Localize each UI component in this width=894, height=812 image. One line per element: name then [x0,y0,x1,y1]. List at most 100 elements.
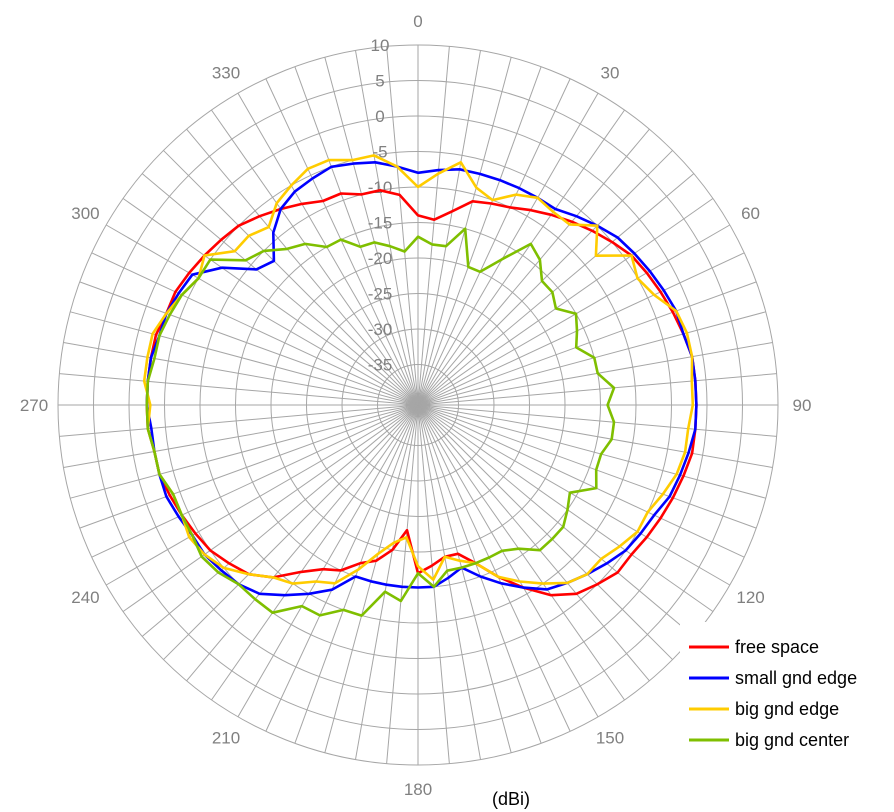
grid-spoke [417,404,650,682]
grid-spoke [417,404,757,529]
radial-tick-label: -20 [368,249,393,268]
series-line [145,227,616,617]
angle-tick-label: 270 [20,396,48,415]
grid-spoke [141,173,419,406]
grid-spoke [417,373,777,406]
grid-spoke [105,224,419,406]
grid-spoke [417,404,571,732]
grid-spoke [186,128,419,406]
legend-box [680,622,892,752]
polar-grid [57,44,779,766]
series-line [145,161,698,597]
grid-spoke [417,404,512,753]
grid-spoke [63,341,419,406]
grid-spoke [417,311,766,406]
grid-spoke [105,404,419,586]
angle-tick-label: 120 [736,588,764,607]
grid-spoke [294,404,419,744]
grid-spoke [417,198,714,406]
radial-tick-label: -10 [368,178,393,197]
grid-spoke [417,66,542,406]
grid-spoke [417,404,766,499]
grid-spoke [417,281,757,406]
grid-spoke [265,404,419,732]
angle-tick-label: 90 [793,396,812,415]
grid-spoke [386,46,419,406]
angle-tick-label: 60 [741,204,760,223]
grid-spoke [163,150,419,406]
grid-spoke [417,404,482,760]
grid-spoke [417,404,450,764]
legend-label: big gnd center [735,730,849,750]
grid-spoke [211,404,419,701]
angle-labels: 0 30 60 90 120 150 180 210 240 270 300 330 [20,12,812,799]
angle-tick-label: 240 [71,588,99,607]
angle-tick-label: 30 [601,63,620,82]
grid-spoke [91,252,419,406]
grid-spoke [417,252,745,406]
series-lines [142,154,698,617]
radial-tick-label: -25 [368,285,393,304]
grid-spoke [417,404,777,437]
grid-spoke [324,404,419,753]
grid-spoke [237,404,419,718]
grid-spoke [211,109,419,406]
grid-spoke [186,404,419,682]
grid-spoke [79,281,419,406]
grid-spoke [354,404,419,760]
legend-label: free space [735,637,819,657]
grid-spoke [70,311,419,406]
grid-spoke [417,404,625,701]
grid-spoke [417,341,773,406]
grid-spoke [417,173,695,406]
radial-tick-label: -30 [368,320,393,339]
radial-tick-label: -35 [368,356,393,375]
grid-spoke [417,150,673,406]
legend-label: big gnd edge [735,699,839,719]
grid-spoke [417,109,625,406]
grid-spoke [70,404,419,499]
grid-spoke [265,78,419,406]
grid-spoke [91,404,419,558]
grid-spoke [63,404,419,469]
grid-spoke [79,404,419,529]
angle-tick-label: 300 [71,204,99,223]
grid-spoke [417,404,599,718]
radial-tick-label: 10 [371,36,390,55]
angle-tick-label: 150 [596,729,624,748]
grid-spoke [417,404,714,612]
grid-spoke [324,57,419,406]
unit-label: (dBi) [492,789,530,809]
radial-tick-label: 5 [375,72,384,91]
angle-tick-label: 330 [212,63,240,82]
grid-spoke [417,92,599,406]
grid-spoke [122,404,419,612]
grid-spoke [417,224,731,406]
grid-spoke [122,198,419,406]
grid-spoke [294,66,419,406]
grid-spoke [417,128,650,406]
legend-label: small gnd edge [735,668,857,688]
grid-spoke [354,50,419,406]
legend: free space small gnd edge big gnd edge big … [680,622,892,752]
angle-tick-label: 0 [413,12,422,31]
grid-spoke [417,404,695,637]
radial-tick-label: 0 [375,107,384,126]
angle-tick-label: 210 [212,729,240,748]
grid-spoke [417,404,773,469]
grid-spoke [417,404,542,744]
angle-tick-label: 180 [404,780,432,799]
grid-spoke [237,92,419,406]
grid-spoke [386,404,419,764]
grid-spoke [417,404,673,660]
grid-spoke [417,404,731,586]
grid-spoke [417,404,745,558]
grid-spoke [59,373,419,406]
grid-spoke [141,404,419,637]
grid-spoke [417,78,571,406]
grid-spoke [417,50,482,406]
grid-spoke [417,46,450,406]
grid-spoke [59,404,419,437]
